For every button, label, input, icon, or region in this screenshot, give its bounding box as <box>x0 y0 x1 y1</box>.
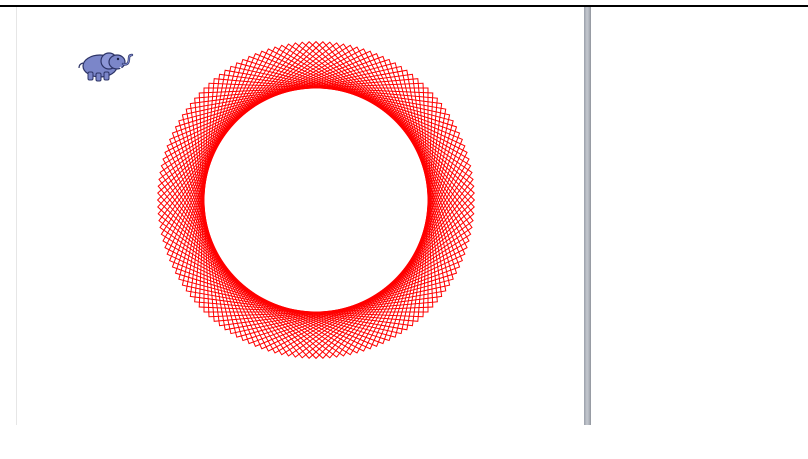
rosette-square <box>189 73 443 327</box>
sprite[interactable] <box>76 48 134 82</box>
top-border <box>0 5 808 7</box>
rosette-square <box>171 55 461 345</box>
rosette-square <box>174 58 458 342</box>
rosette-square <box>171 55 461 345</box>
elephant-icon[interactable] <box>76 48 134 82</box>
pane-divider[interactable] <box>584 7 591 425</box>
rosette-square <box>164 48 468 352</box>
rosette-square <box>169 53 463 347</box>
rosette-square <box>185 69 447 331</box>
rosette-square <box>157 41 475 359</box>
rosette-square <box>157 41 475 359</box>
rosette-square <box>157 41 475 359</box>
rosette-square <box>189 73 443 327</box>
rosette-square <box>174 58 458 342</box>
rosette-square <box>159 43 473 357</box>
rosette-square <box>158 42 474 358</box>
rosette-square <box>178 62 454 338</box>
rosette-squares <box>156 40 476 360</box>
rosette-square <box>158 42 474 358</box>
rosette-square <box>185 69 447 331</box>
rosette-square <box>169 53 463 347</box>
rosette-square <box>160 44 472 356</box>
rosette-square <box>164 48 468 352</box>
rosette-square <box>181 65 451 335</box>
rosette-square <box>166 50 466 350</box>
rosette-square <box>160 44 472 356</box>
rosette-square <box>194 78 438 322</box>
rosette-square <box>198 82 434 318</box>
rosette-square <box>156 40 476 360</box>
rosette-square <box>159 43 473 357</box>
rosette-square <box>166 50 466 350</box>
stage-left-edge <box>16 7 17 425</box>
rosette-square <box>194 78 438 322</box>
rosette-square <box>203 87 429 313</box>
rosette-square <box>178 62 454 338</box>
rosette-square <box>157 41 475 359</box>
